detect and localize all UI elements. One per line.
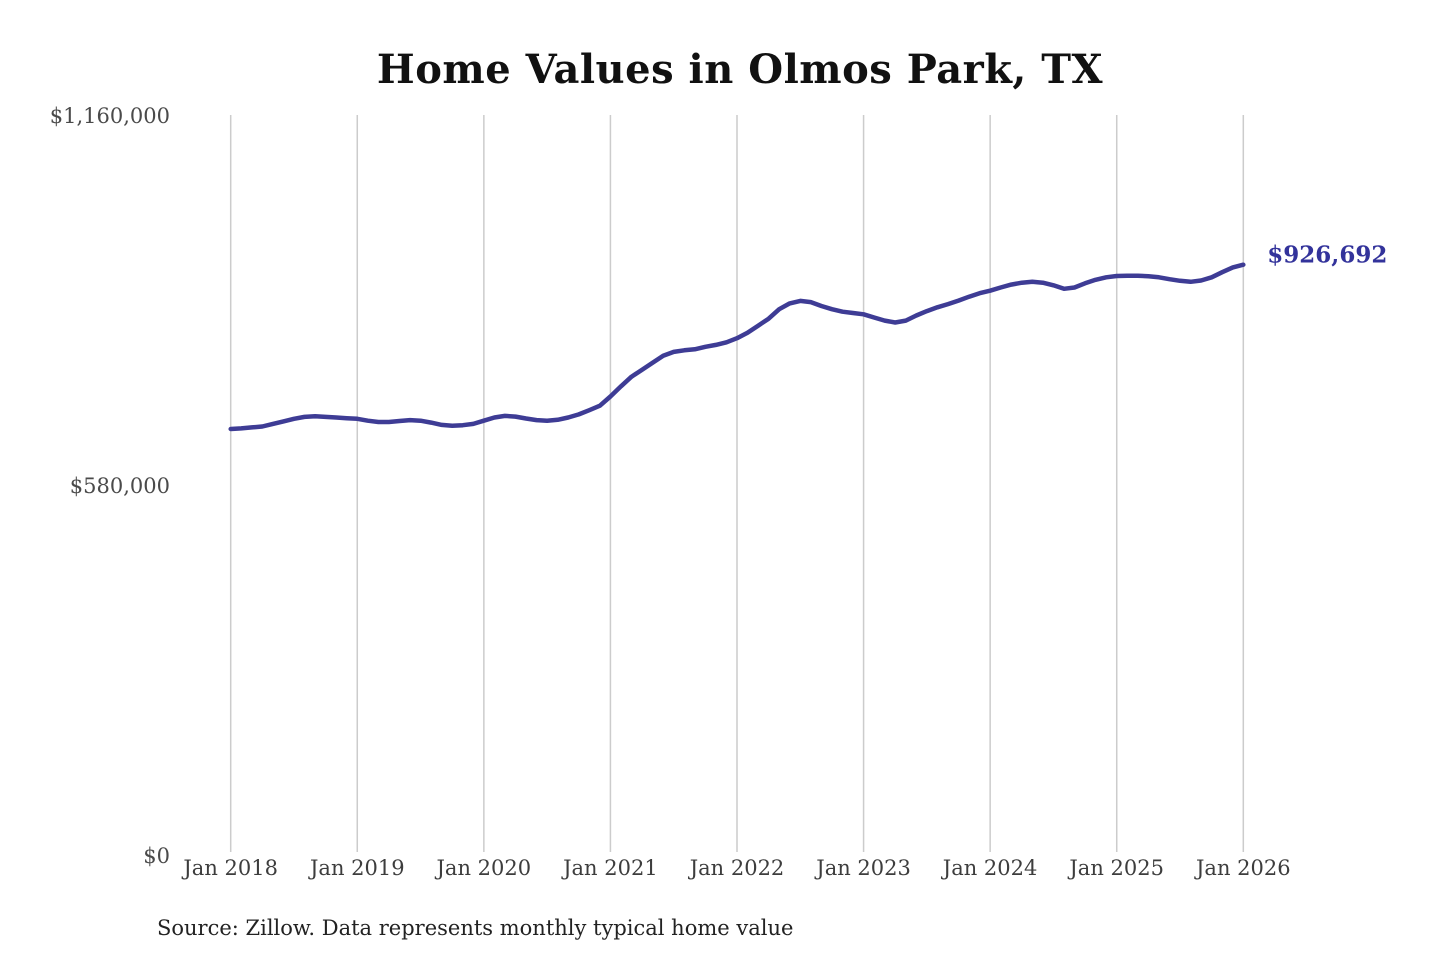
gridlines bbox=[229, 115, 1245, 852]
x-tick-label: Jan 2024 bbox=[942, 856, 1038, 880]
chart-title: Home Values in Olmos Park, TX bbox=[376, 46, 1104, 93]
x-tick-label: Jan 2023 bbox=[816, 856, 911, 880]
home-value-line bbox=[228, 262, 1246, 432]
x-tick-label: Jan 2020 bbox=[436, 856, 532, 880]
x-tick-label: Jan 2019 bbox=[310, 856, 405, 880]
x-tick-label: Jan 2026 bbox=[1196, 856, 1291, 880]
x-tick-label: Jan 2018 bbox=[183, 856, 278, 880]
y-tick-label: $0 bbox=[143, 843, 170, 868]
x-tick-label: Jan 2022 bbox=[689, 856, 785, 880]
final-value-label: $926,692 bbox=[1267, 241, 1388, 269]
x-tick-label: Jan 2025 bbox=[1069, 856, 1164, 880]
x-tick-label: Jan 2021 bbox=[563, 856, 658, 880]
source-note: Source: Zillow. Data represents monthly … bbox=[157, 916, 794, 940]
y-tick-label: $580,000 bbox=[69, 473, 170, 498]
y-tick-label: $1,160,000 bbox=[49, 104, 170, 128]
